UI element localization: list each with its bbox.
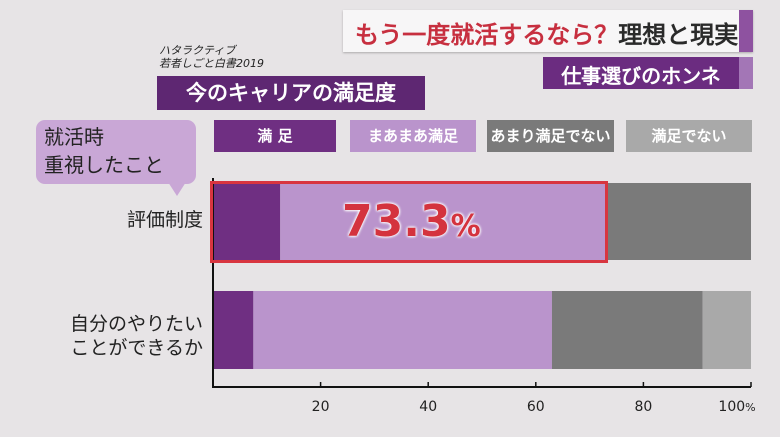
- category-label-2-line-1: 自分のやりたい: [69, 313, 203, 335]
- x-tick-label-40: 40: [419, 399, 437, 415]
- title-question-mark: ？: [594, 21, 619, 49]
- bubble-text: 就活時 重視したこと: [44, 123, 164, 179]
- category-label-1-line-1: 評価制度: [126, 209, 203, 231]
- bubble-line-2: 重視したこと: [44, 153, 164, 177]
- source-line-1: ハタラクティブ: [159, 44, 236, 57]
- legend-item-1: 満 足: [214, 120, 336, 152]
- x-tick-label-20: 20: [312, 399, 330, 415]
- source-label: ハタラクティブ 若者しごと白書2019: [159, 44, 264, 70]
- subtitle-accent-bar: [739, 57, 753, 89]
- bar-segment-1-3: [607, 183, 751, 260]
- speech-bubble: 就活時 重視したこと: [36, 120, 196, 184]
- bar-segment-2-1: [213, 291, 254, 369]
- bar-segment-2-2: [253, 291, 552, 369]
- x-tick-label-60: 60: [527, 399, 545, 415]
- category-label-2: 自分のやりたい ことができるか: [70, 312, 203, 360]
- highlight-value: 73.3%: [342, 196, 481, 247]
- title-accent-bar: [739, 10, 753, 52]
- chart-title: 今のキャリアの満足度: [157, 76, 425, 110]
- title-main: もう一度就活するなら: [355, 21, 595, 49]
- x-tick-label-100: 100%: [718, 399, 755, 415]
- source-line-2: 若者しごと白書2019: [159, 57, 264, 70]
- legend-item-2: まあまあ満足: [350, 120, 476, 152]
- highlight-number: 73.3: [342, 196, 451, 247]
- highlight-frame: [210, 181, 608, 263]
- bar-segment-2-4: [702, 291, 751, 369]
- bar-segment-1-1: [213, 183, 281, 260]
- bubble-line-1: 就活時: [44, 125, 104, 149]
- subtitle-banner: 仕事選びのホンネ: [543, 57, 753, 89]
- category-label-2-line-2: ことができるか: [70, 337, 203, 359]
- title-rest: 理想と現実: [618, 21, 739, 49]
- page-title: もう一度就活するなら？理想と現実: [355, 15, 738, 50]
- bar-segment-2-3: [551, 291, 703, 369]
- x-tick-label-80: 80: [634, 399, 652, 415]
- legend-item-3: あまり満足でない: [487, 120, 614, 152]
- category-label-1: 評価制度: [127, 208, 203, 232]
- highlight-unit: %: [450, 209, 481, 244]
- legend-item-4: 満足でない: [626, 120, 752, 152]
- x-tick-suffix: %: [745, 401, 755, 414]
- speech-bubble-tail: [168, 182, 186, 196]
- title-banner: もう一度就活するなら？理想と現実: [343, 10, 753, 52]
- subtitle: 仕事選びのホンネ: [561, 64, 721, 88]
- bar-segment-1-2: [280, 183, 608, 260]
